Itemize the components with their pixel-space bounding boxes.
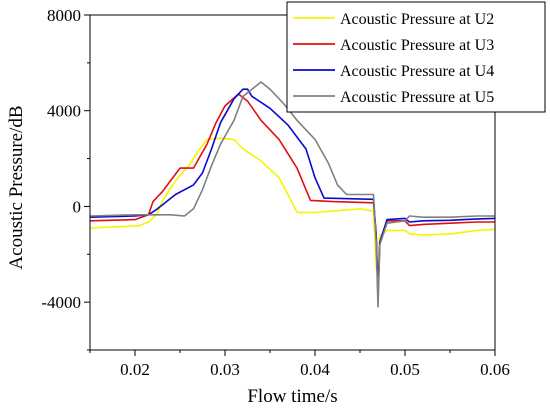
x-axis-ticks: 0.02 0.03 0.04 0.05 0.06 [89, 350, 510, 379]
series-line-1 [89, 137, 496, 279]
y-tick-label: 4000 [47, 102, 81, 121]
x-axis-title: Flow time/s [247, 386, 337, 407]
x-tick-label: 0.03 [210, 360, 240, 379]
series-line-4 [89, 81, 495, 308]
legend-label: Acoustic Pressure at U2 [340, 11, 494, 28]
legend-box [286, 1, 546, 113]
x-tick-label: 0.05 [390, 360, 420, 379]
legend: Acoustic Pressure at U2 Acoustic Pressure… [286, 1, 546, 113]
plot-lines [89, 81, 496, 308]
x-tick-label: 0.06 [480, 360, 510, 379]
legend-label: Acoustic Pressure at U5 [340, 89, 494, 106]
y-axis-ticks: -4000 0 4000 8000 [41, 6, 90, 351]
y-tick-label: -4000 [41, 293, 81, 312]
legend-label: Acoustic Pressure at U4 [340, 63, 494, 80]
y-tick-label: 8000 [47, 6, 81, 25]
y-tick-label: 0 [73, 197, 82, 216]
legend-label: Acoustic Pressure at U3 [340, 37, 494, 54]
series-line-2 [89, 93, 495, 299]
x-tick-label: 0.02 [120, 360, 150, 379]
x-tick-label: 0.04 [300, 360, 330, 379]
y-axis-title: Acoustic Pressure/dB [6, 105, 27, 269]
